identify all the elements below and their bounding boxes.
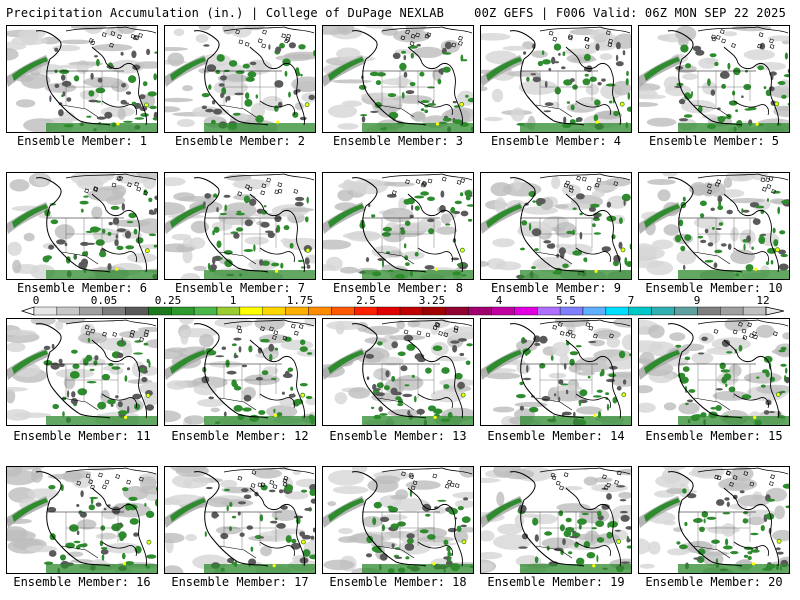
- precip-map: [6, 318, 158, 426]
- precip-map: [6, 25, 158, 133]
- ensemble-member-map: [480, 318, 632, 426]
- ensemble-member-label: Ensemble Member: 10: [645, 281, 783, 295]
- precip-map: [322, 318, 474, 426]
- precip-map: [322, 466, 474, 574]
- ensemble-member-label: Ensemble Member: 6: [16, 281, 148, 295]
- ensemble-member-label: Ensemble Member: 2: [174, 134, 306, 148]
- precip-map: [164, 466, 316, 574]
- colorbar-tick-label: 5.5: [556, 295, 576, 307]
- ensemble-member-map: [6, 25, 158, 133]
- ensemble-member-map: [322, 466, 474, 574]
- colorbar-tick-label: 0.05: [91, 295, 118, 307]
- ensemble-member-label: Ensemble Member: 15: [645, 429, 783, 443]
- colorbar-tick-label: 1.75: [287, 295, 314, 307]
- ensemble-member-label: Ensemble Member: 20: [645, 575, 783, 589]
- ensemble-member-label: Ensemble Member: 7: [174, 281, 306, 295]
- precip-map: [480, 318, 632, 426]
- ensemble-member-map: [164, 172, 316, 280]
- precip-map: [322, 25, 474, 133]
- ensemble-member-label: Ensemble Member: 11: [13, 429, 151, 443]
- ensemble-member-label: Ensemble Member: 18: [329, 575, 467, 589]
- ensemble-member-label: Ensemble Member: 14: [487, 429, 625, 443]
- ensemble-member-label: Ensemble Member: 17: [171, 575, 309, 589]
- ensemble-member-map: [164, 466, 316, 574]
- precip-map: [164, 25, 316, 133]
- colorbar-tick-label: 0.25: [155, 295, 182, 307]
- ensemble-member-map: [638, 318, 790, 426]
- ensemble-member-map: [480, 25, 632, 133]
- colorbar-tick-label: 2.5: [356, 295, 376, 307]
- ensemble-member-map: [322, 318, 474, 426]
- precip-map: [480, 172, 632, 280]
- precip-map: [638, 318, 790, 426]
- colorbar-tick-label: 7: [628, 295, 635, 307]
- precip-map: [638, 466, 790, 574]
- precip-map: [638, 172, 790, 280]
- precip-map: [6, 466, 158, 574]
- ensemble-member-map: [638, 25, 790, 133]
- model-run-info: 00Z GEFS | F006 Valid: 06Z MON SEP 22 20…: [474, 6, 786, 20]
- ensemble-member-map: [6, 172, 158, 280]
- precip-map: [164, 172, 316, 280]
- colorbar-tick-label: 1: [230, 295, 237, 307]
- chart-title: Precipitation Accumulation (in.) | Colle…: [6, 6, 445, 20]
- colorbar-tick-label: 12: [756, 295, 769, 307]
- ensemble-member-label: Ensemble Member: 8: [332, 281, 464, 295]
- precip-map: [480, 466, 632, 574]
- precipitation-colorbar: 0 0.05 0.25 1 1.75 2.5 3.25 4 5.5 7 9 12: [0, 295, 800, 317]
- ensemble-member-map: [322, 25, 474, 133]
- ensemble-member-label: Ensemble Member: 16: [13, 575, 151, 589]
- ensemble-member-label: Ensemble Member: 5: [648, 134, 780, 148]
- ensemble-member-map: [164, 318, 316, 426]
- colorbar-tick-label: 0: [33, 295, 40, 307]
- colorbar-tick-label: 9: [694, 295, 701, 307]
- ensemble-member-map: [480, 172, 632, 280]
- ensemble-member-label: Ensemble Member: 3: [332, 134, 464, 148]
- ensemble-member-map: [480, 466, 632, 574]
- ensemble-member-map: [6, 318, 158, 426]
- colorbar-svg: 0 0.05 0.25 1 1.75 2.5 3.25 4 5.5 7 9 12: [20, 295, 785, 316]
- colorbar-tick-label: 3.25: [419, 295, 446, 307]
- ensemble-member-label: Ensemble Member: 1: [16, 134, 148, 148]
- ensemble-member-label: Ensemble Member: 19: [487, 575, 625, 589]
- colorbar-tick-label: 4: [496, 295, 503, 307]
- precip-map: [6, 172, 158, 280]
- precip-map: [480, 25, 632, 133]
- ensemble-member-map: [6, 466, 158, 574]
- ensemble-member-map: [638, 172, 790, 280]
- ensemble-member-map: [322, 172, 474, 280]
- ensemble-member-label: Ensemble Member: 4: [490, 134, 622, 148]
- ensemble-member-map: [638, 466, 790, 574]
- ensemble-member-label: Ensemble Member: 13: [329, 429, 467, 443]
- ensemble-member-label: Ensemble Member: 12: [171, 429, 309, 443]
- precip-map: [164, 318, 316, 426]
- precip-map: [322, 172, 474, 280]
- ensemble-member-map: [164, 25, 316, 133]
- precip-map: [638, 25, 790, 133]
- ensemble-member-label: Ensemble Member: 9: [490, 281, 622, 295]
